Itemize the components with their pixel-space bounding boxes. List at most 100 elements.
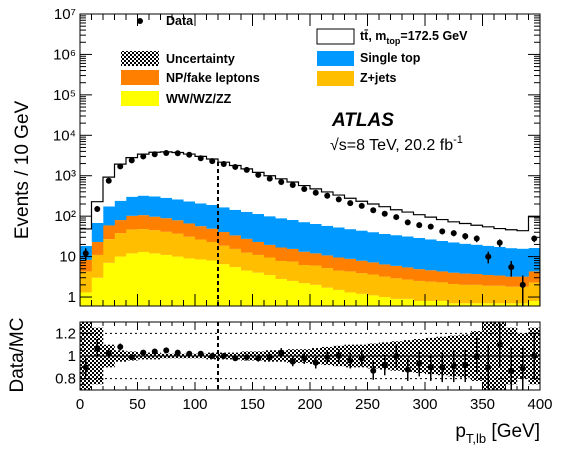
- data-point-36: [496, 239, 503, 246]
- bar-ww-wz-zz-27: [390, 298, 403, 306]
- bar-ww-wz-zz-17: [275, 278, 288, 306]
- bar-np-fake-leptons-28: [402, 267, 414, 280]
- bar-np-fake-leptons-14: [241, 238, 253, 253]
- bar-ttbar-10: [195, 156, 207, 204]
- bar-np-fake-leptons-27: [390, 265, 403, 279]
- data-point-18: [289, 181, 296, 188]
- legend-diboson-swatch: [121, 91, 159, 106]
- data-point-23: [347, 200, 354, 207]
- ratio-point-32: [450, 363, 457, 370]
- bar-ww-wz-zz-33: [459, 303, 472, 306]
- bar-ww-wz-zz-20: [310, 284, 322, 306]
- bar-np-fake-leptons-35: [482, 275, 495, 286]
- bar-z-jets-36: [494, 285, 506, 304]
- bar-z-jets-15: [252, 254, 265, 273]
- bar-ww-wz-zz-2: [103, 262, 115, 306]
- data-point-34: [473, 235, 480, 242]
- bar-ww-wz-zz-21: [321, 287, 334, 306]
- bar-ww-wz-zz-5: [137, 251, 150, 306]
- ratio-point-11: [209, 353, 216, 359]
- data-point-19: [301, 185, 308, 192]
- ratio-reference-lines: [80, 332, 540, 380]
- bar-np-fake-leptons-3: [114, 220, 127, 234]
- bar-single-top-28: [402, 236, 414, 268]
- bar-z-jets-13: [229, 248, 242, 268]
- bar-ww-wz-zz-4: [126, 253, 138, 306]
- bar-single-top-31: [436, 241, 449, 272]
- bar-z-jets-5: [137, 229, 150, 252]
- bar-ttbar-2: [103, 177, 115, 207]
- bar-ww-wz-zz-31: [436, 300, 449, 306]
- bar-ttbar-7: [160, 151, 173, 198]
- bar-ttbar-11: [206, 159, 219, 205]
- bar-z-jets-4: [126, 229, 138, 254]
- bar-np-fake-leptons-7: [160, 218, 173, 232]
- ratio-point-0: [82, 364, 89, 371]
- bar-single-top-38: [517, 248, 529, 277]
- main-x-ticks: [79, 14, 541, 306]
- legend-singletop-label: Single top: [360, 51, 421, 65]
- legend-fake-swatch: [121, 70, 159, 85]
- ratio-point-29: [416, 360, 423, 367]
- bar-single-top-24: [356, 230, 368, 261]
- data-point-16: [266, 175, 273, 182]
- bar-np-fake-leptons-39: [528, 271, 540, 283]
- bar-np-fake-leptons-9: [183, 223, 196, 237]
- bar-ttbar-20: [310, 188, 322, 225]
- bar-ttbar-38: [517, 230, 529, 249]
- bar-ttbar-1: [91, 201, 104, 223]
- bar-np-fake-leptons-4: [126, 215, 138, 230]
- x-tick-label-300: 300: [412, 396, 437, 413]
- bar-single-top-3: [114, 200, 127, 221]
- bar-single-top-22: [333, 227, 345, 258]
- bar-z-jets-7: [160, 231, 173, 255]
- bar-np-fake-leptons-24: [356, 260, 368, 274]
- bar-z-jets-9: [183, 236, 196, 259]
- bar-z-jets-34: [471, 284, 483, 304]
- ratio-point-26: [381, 362, 388, 369]
- bar-single-top-39: [528, 248, 540, 272]
- data-point-11: [209, 158, 216, 165]
- bar-ww-wz-zz-7: [160, 254, 173, 306]
- bar-ww-wz-zz-26: [379, 297, 391, 306]
- bar-single-top-19: [298, 222, 311, 252]
- bar-z-jets-31: [436, 282, 449, 301]
- bar-ttbar-25: [367, 203, 380, 233]
- bar-z-jets-32: [448, 284, 460, 304]
- bar-ttbar-27: [390, 209, 403, 236]
- ratio-point-17: [278, 349, 285, 356]
- bar-z-jets-25: [367, 274, 380, 296]
- bar-ww-wz-zz-15: [252, 272, 265, 306]
- data-point-37: [508, 264, 515, 271]
- ratio-point-9: [186, 350, 193, 357]
- data-point-2: [105, 177, 112, 184]
- main-y-tick-label-0: 1: [68, 289, 76, 306]
- bar-single-top-33: [459, 243, 472, 274]
- bar-z-jets-37: [505, 286, 518, 304]
- x-tick-label-50: 50: [129, 396, 146, 413]
- bar-ww-wz-zz-29: [413, 300, 426, 306]
- bar-np-fake-leptons-13: [229, 235, 242, 249]
- data-point-6: [151, 151, 158, 158]
- bar-np-fake-leptons-33: [459, 273, 472, 285]
- bar-ww-wz-zz-19: [298, 283, 311, 306]
- ratio-point-8: [174, 349, 181, 356]
- bar-ttbar-22: [333, 195, 345, 228]
- x-tick-label-0: 0: [76, 396, 84, 413]
- bar-single-top-7: [160, 197, 173, 219]
- bar-z-jets-24: [356, 273, 368, 294]
- ratio-panel: 0.8 1 1.2 0 50 100 150 200 250 300 350 400 Data/MC…: [7, 318, 553, 446]
- bar-ww-wz-zz-1: [91, 277, 104, 306]
- data-points: [82, 149, 538, 306]
- bar-np-fake-leptons-34: [471, 274, 483, 285]
- bar-ttbar-6: [149, 152, 161, 197]
- bar-np-fake-leptons-2: [103, 225, 115, 240]
- ratio-point-10: [197, 350, 204, 357]
- ratio-point-31: [439, 364, 446, 371]
- data-point-26: [381, 210, 388, 217]
- bar-ww-wz-zz-32: [448, 303, 460, 306]
- bar-ttbar-12: [218, 162, 230, 208]
- bar-np-fake-leptons-10: [195, 226, 207, 240]
- bar-ttbar-5: [137, 154, 150, 196]
- bar-single-top-26: [379, 233, 391, 265]
